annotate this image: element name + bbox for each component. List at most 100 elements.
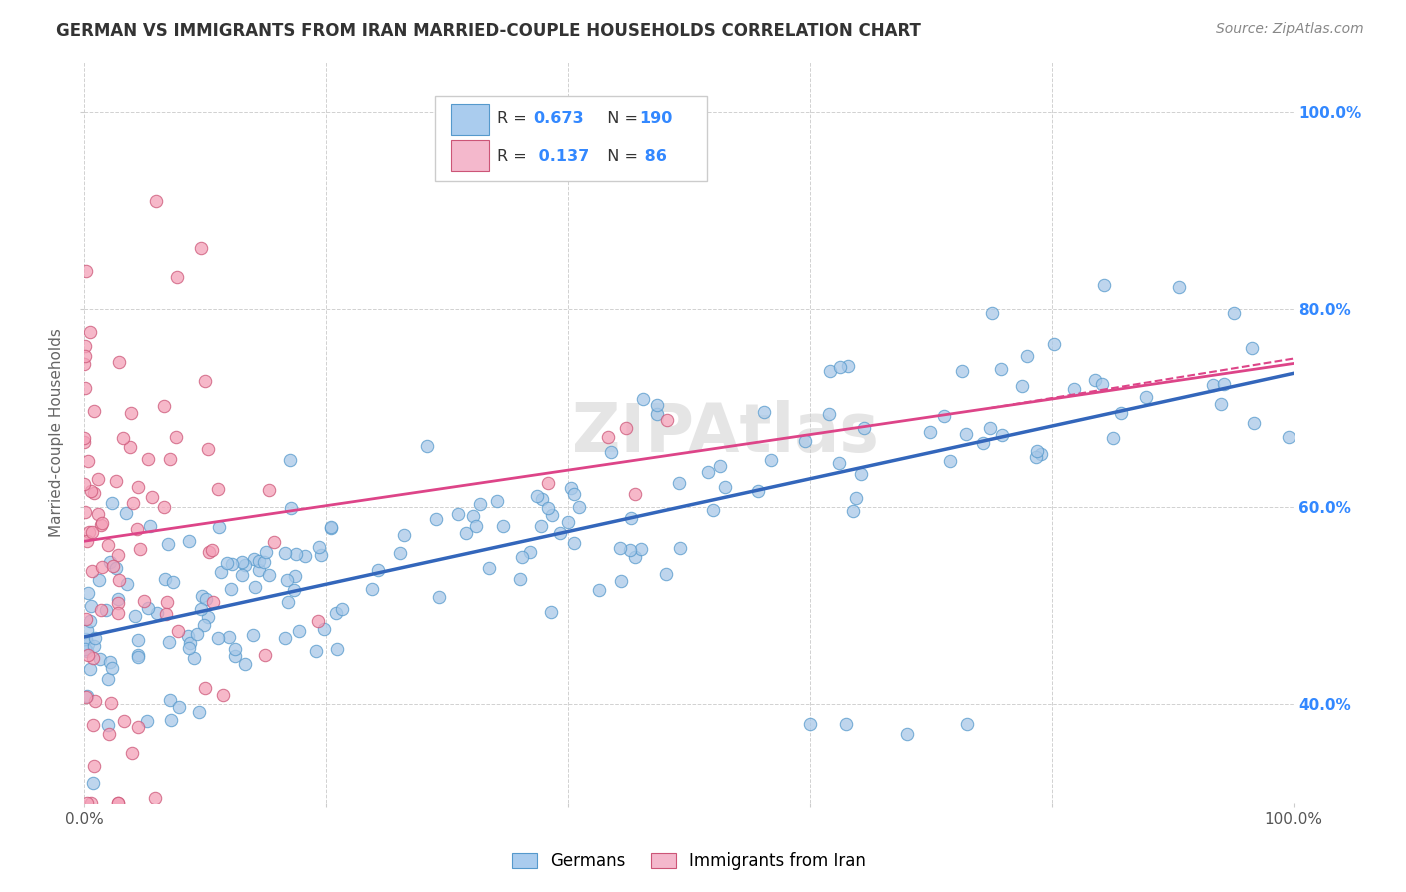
- Point: [243, 580, 266, 594]
- Point: [253, 648, 276, 662]
- Point: [1111, 406, 1133, 420]
- Point: [243, 552, 266, 566]
- Point: [319, 520, 342, 534]
- Point: [107, 606, 129, 620]
- Point: [277, 595, 299, 609]
- Point: [1091, 377, 1114, 392]
- Point: [96, 603, 118, 617]
- Point: [194, 681, 217, 696]
- Point: [127, 632, 149, 647]
- Point: [709, 459, 731, 474]
- Point: [454, 526, 477, 541]
- Point: [159, 693, 181, 707]
- Point: [1240, 341, 1263, 355]
- Point: [254, 545, 277, 559]
- Point: [89, 574, 111, 588]
- Point: [190, 241, 212, 255]
- Point: [530, 519, 553, 533]
- Point: [519, 544, 541, 558]
- Point: [76, 690, 98, 704]
- Point: [87, 472, 110, 486]
- FancyBboxPatch shape: [451, 104, 489, 136]
- Point: [190, 590, 212, 604]
- Point: [257, 483, 280, 497]
- Point: [83, 639, 105, 653]
- Point: [136, 601, 159, 615]
- Point: [557, 515, 579, 529]
- Point: [990, 362, 1012, 376]
- Point: [77, 637, 100, 651]
- Point: [1101, 431, 1123, 445]
- Point: [100, 696, 122, 710]
- Point: [274, 631, 297, 645]
- Point: [82, 650, 104, 665]
- Point: [82, 776, 104, 790]
- Point: [284, 569, 307, 583]
- Point: [828, 360, 851, 375]
- Point: [1025, 450, 1047, 464]
- Point: [76, 690, 98, 705]
- Point: [155, 607, 177, 622]
- Point: [219, 582, 242, 596]
- Point: [97, 727, 120, 741]
- Point: [179, 636, 201, 650]
- Legend: Germans, Immigrants from Iran: Germans, Immigrants from Iran: [505, 846, 873, 877]
- Point: [103, 558, 125, 573]
- Point: [697, 465, 720, 479]
- Point: [389, 546, 412, 560]
- Point: [588, 583, 610, 598]
- Point: [325, 606, 347, 620]
- Point: [77, 648, 100, 662]
- Point: [416, 439, 439, 453]
- Point: [1223, 305, 1246, 319]
- FancyBboxPatch shape: [434, 95, 707, 181]
- Text: 86: 86: [640, 149, 668, 164]
- Point: [195, 592, 218, 607]
- Point: [202, 595, 225, 609]
- Point: [541, 508, 564, 522]
- Point: [1092, 277, 1115, 292]
- Point: [609, 541, 631, 556]
- Point: [794, 434, 817, 449]
- Point: [114, 506, 136, 520]
- Point: [80, 564, 103, 578]
- Point: [537, 475, 560, 490]
- Point: [89, 652, 111, 666]
- Point: [1243, 416, 1265, 430]
- Point: [972, 435, 994, 450]
- Point: [799, 716, 821, 731]
- Point: [146, 606, 169, 620]
- Point: [492, 518, 515, 533]
- Point: [950, 364, 973, 378]
- Point: [818, 364, 841, 378]
- Point: [107, 796, 129, 810]
- Point: [194, 374, 217, 388]
- Point: [312, 622, 335, 636]
- Point: [87, 508, 110, 522]
- Point: [510, 550, 533, 565]
- Point: [136, 452, 159, 467]
- Point: [560, 481, 582, 495]
- Point: [211, 688, 233, 702]
- Point: [540, 605, 562, 619]
- Point: [79, 662, 101, 676]
- Point: [127, 480, 149, 494]
- Point: [939, 454, 962, 468]
- Point: [1209, 397, 1232, 411]
- Point: [82, 718, 104, 732]
- Point: [129, 541, 152, 556]
- Point: [932, 409, 955, 424]
- Point: [200, 542, 222, 557]
- Point: [257, 567, 280, 582]
- Point: [132, 593, 155, 607]
- Point: [526, 489, 548, 503]
- Point: [285, 548, 308, 562]
- Point: [187, 705, 209, 719]
- Point: [118, 440, 141, 454]
- Point: [231, 555, 253, 569]
- Point: [193, 618, 215, 632]
- Point: [90, 560, 112, 574]
- Point: [76, 796, 98, 810]
- Point: [73, 505, 96, 519]
- Point: [177, 629, 200, 643]
